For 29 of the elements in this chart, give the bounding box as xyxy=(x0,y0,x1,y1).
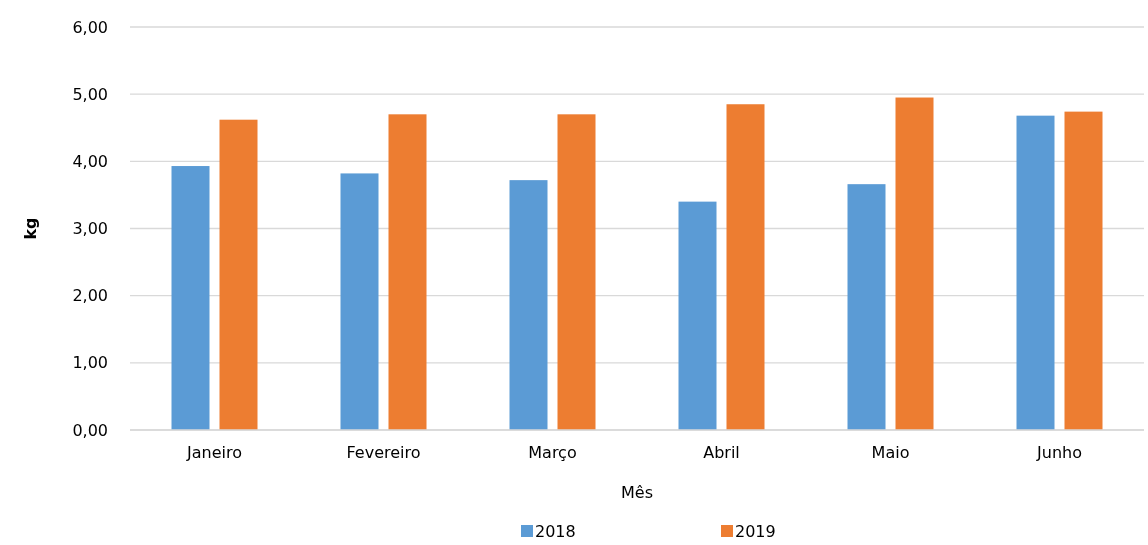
x-tick-label: Abril xyxy=(703,443,740,462)
bar xyxy=(895,97,934,430)
y-axis-title: kg xyxy=(21,217,40,240)
bar xyxy=(1016,115,1055,430)
y-tick-label: 1,00 xyxy=(72,353,108,373)
x-axis-title: Mês xyxy=(621,483,653,502)
bar xyxy=(509,180,548,430)
bar xyxy=(340,173,379,430)
y-tick-label: 0,00 xyxy=(72,420,108,440)
bar xyxy=(388,114,427,430)
x-tick-label: Janeiro xyxy=(186,443,242,462)
y-tick-label: 5,00 xyxy=(72,84,108,104)
bar xyxy=(557,114,596,430)
bar xyxy=(726,104,765,430)
y-tick-label: 6,00 xyxy=(72,17,108,37)
legend-label: 2019 xyxy=(735,522,776,541)
bar xyxy=(678,201,717,430)
x-tick-label: Fevereiro xyxy=(346,443,421,462)
x-tick-label: Maio xyxy=(871,443,910,462)
bar xyxy=(847,184,886,430)
y-tick-label: 3,00 xyxy=(72,219,108,239)
bar xyxy=(219,119,258,430)
x-tick-label: Junho xyxy=(1036,443,1082,462)
y-tick-label: 2,00 xyxy=(72,286,108,306)
bar xyxy=(1064,111,1103,430)
bar xyxy=(171,166,210,430)
y-tick-label: 4,00 xyxy=(72,151,108,171)
x-tick-label: Março xyxy=(528,443,577,462)
legend-label: 2018 xyxy=(535,522,576,541)
